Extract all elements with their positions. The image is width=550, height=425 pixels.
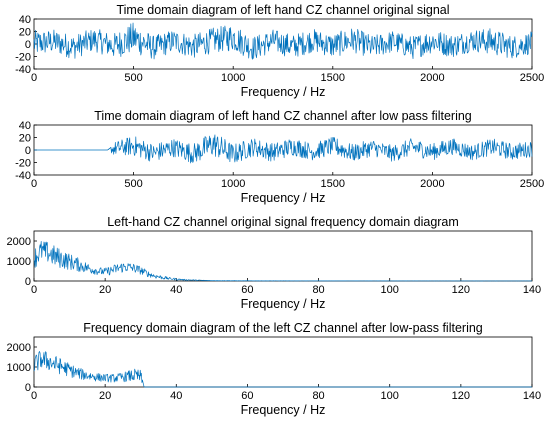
- subplot-4: Frequency domain diagram of the left CZ …: [7, 321, 542, 417]
- x-tick-label: 40: [170, 390, 182, 402]
- x-tick-label: 120: [452, 284, 470, 296]
- x-tick-label: 1000: [221, 72, 245, 84]
- subplot-3: Left-hand CZ channel original signal fre…: [7, 215, 542, 311]
- subplot-1: Time domain diagram of left hand CZ chan…: [15, 3, 544, 99]
- x-tick-label: 500: [124, 72, 142, 84]
- x-tick-label: 100: [381, 390, 399, 402]
- x-tick-label: 80: [312, 390, 324, 402]
- y-tick-label: 1000: [7, 256, 31, 268]
- x-tick-label: 2500: [520, 178, 544, 190]
- x-tick-label: 60: [241, 390, 253, 402]
- x-tick-label: 80: [312, 284, 324, 296]
- y-tick-label: 0: [25, 382, 31, 394]
- x-tick-label: 100: [381, 284, 399, 296]
- y-tick-label: 0: [25, 276, 31, 288]
- subplot-2: Time domain diagram of left hand CZ chan…: [15, 109, 544, 205]
- y-tick-label: -20: [15, 52, 31, 64]
- x-tick-label: 0: [31, 284, 37, 296]
- x-tick-label: 2000: [420, 72, 444, 84]
- signal-trace: [34, 134, 533, 164]
- y-tick-label: 20: [19, 27, 31, 39]
- x-tick-label: 0: [31, 390, 37, 402]
- y-tick-label: 40: [19, 14, 31, 26]
- plot-frame: [33, 124, 533, 176]
- x-tick-label: 20: [99, 284, 111, 296]
- x-tick-label: 1500: [321, 178, 345, 190]
- subplot-3-xlabel: Frequency / Hz: [241, 297, 326, 311]
- y-tick-label: 40: [19, 120, 31, 132]
- subplot-2-xlabel: Frequency / Hz: [241, 191, 326, 205]
- x-tick-label: 140: [523, 284, 541, 296]
- y-tick-label: 2000: [7, 342, 31, 354]
- x-tick-label: 140: [523, 390, 541, 402]
- y-tick-label: 0: [25, 39, 31, 51]
- subplot-1-xlabel: Frequency / Hz: [241, 85, 326, 99]
- x-tick-label: 1000: [221, 178, 245, 190]
- signal-trace: [33, 351, 532, 388]
- x-tick-label: 2500: [520, 72, 544, 84]
- x-tick-label: 1500: [321, 72, 345, 84]
- x-tick-label: 500: [124, 178, 142, 190]
- subplot-4-xlabel: Frequency / Hz: [241, 403, 326, 417]
- y-tick-label: -20: [15, 158, 31, 170]
- y-tick-label: -40: [15, 64, 31, 76]
- y-tick-label: 1000: [7, 362, 31, 374]
- x-tick-label: 0: [31, 178, 37, 190]
- y-tick-label: 20: [19, 133, 31, 145]
- x-tick-label: 40: [170, 284, 182, 296]
- subplot-1-title: Time domain diagram of left hand CZ chan…: [116, 3, 449, 17]
- subplot-4-title: Frequency domain diagram of the left CZ …: [83, 321, 483, 335]
- plot-frame: [33, 230, 533, 282]
- x-tick-label: 2000: [420, 178, 444, 190]
- y-tick-label: 2000: [7, 236, 31, 248]
- x-tick-label: 20: [99, 390, 111, 402]
- subplot-2-title: Time domain diagram of left hand CZ chan…: [94, 109, 472, 123]
- x-tick-label: 60: [241, 284, 253, 296]
- y-tick-label: 0: [25, 145, 31, 157]
- x-tick-label: 120: [452, 390, 470, 402]
- subplot-3-title: Left-hand CZ channel original signal fre…: [107, 215, 459, 229]
- y-tick-label: -40: [15, 170, 31, 182]
- x-tick-label: 0: [31, 72, 37, 84]
- signal-trace: [33, 22, 533, 60]
- signal-trace: [33, 241, 532, 282]
